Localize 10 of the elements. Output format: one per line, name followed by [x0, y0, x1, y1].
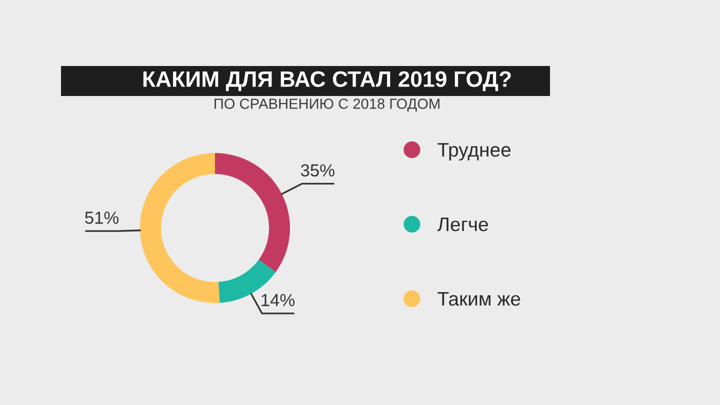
chart-subtitle: ПО СРАВНЕНИЮ С 2018 ГОДОМ	[214, 98, 440, 112]
legend-label: Труднее	[438, 143, 511, 161]
legend-label: Таким же	[438, 292, 520, 306]
donut-slice	[215, 152, 290, 272]
chart-title: КАКИМ ДЛЯ ВАС СТАЛ 2019 ГОД?	[143, 71, 511, 92]
data-label: 14%	[262, 294, 294, 306]
legend-label: Легче	[437, 218, 488, 232]
donut-slice	[140, 152, 220, 304]
data-label: 35%	[300, 164, 334, 177]
data-label: 51%	[85, 212, 119, 224]
